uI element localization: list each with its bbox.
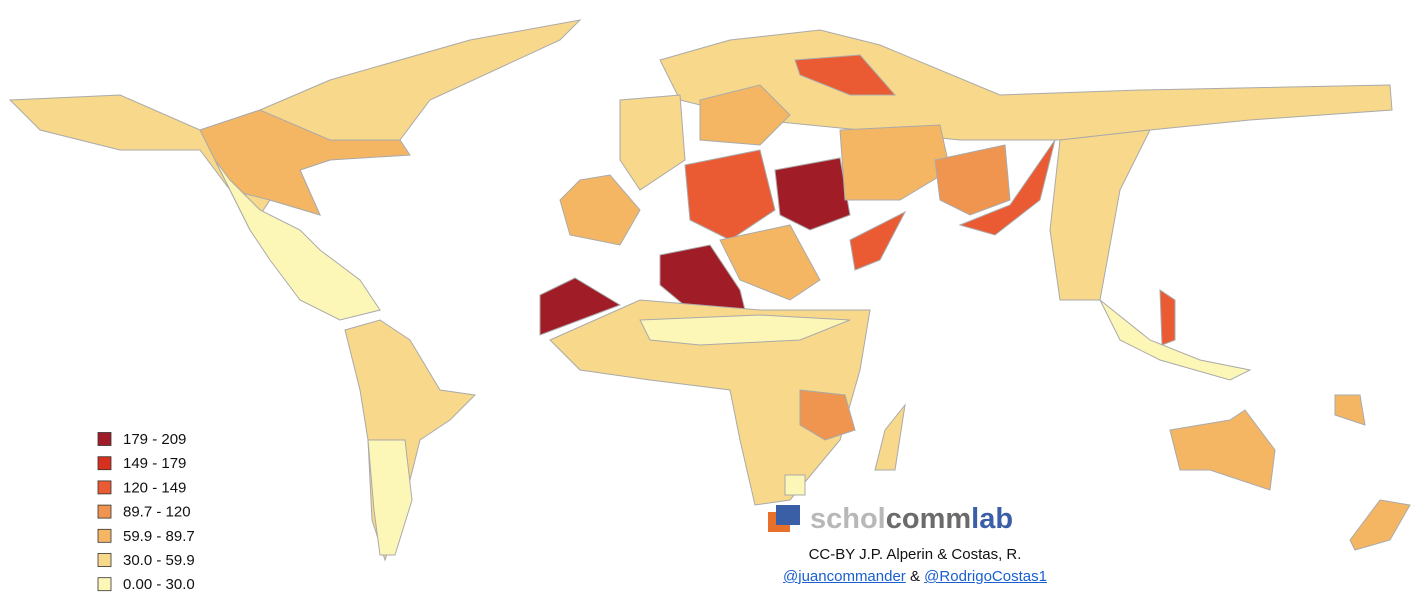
logo-part: comm	[886, 503, 971, 535]
legend-swatch	[97, 553, 112, 567]
logo-icon	[776, 505, 800, 525]
region	[874, 403, 906, 471]
region	[1169, 409, 1276, 491]
region	[934, 144, 1011, 216]
region	[774, 157, 851, 231]
region	[1099, 299, 1252, 381]
credit-text: CC-BY J.P. Alperin & Costas, R.	[808, 546, 1022, 563]
region	[719, 224, 821, 301]
region	[784, 474, 806, 496]
region	[1159, 289, 1176, 346]
logo-part: lab	[971, 503, 1013, 535]
region	[849, 210, 907, 271]
region	[1349, 499, 1411, 551]
region	[344, 319, 477, 562]
legend: 179 - 209 149 - 179 120 - 149 89.7 - 120 59.…	[97, 431, 195, 593]
region	[794, 54, 897, 96]
region	[839, 124, 951, 201]
link[interactable]: @juancommander	[783, 568, 906, 585]
legend-label: 30.0 - 59.9	[123, 552, 195, 569]
legend-label: 89.7 - 120	[123, 504, 191, 521]
cartogram	[8, 19, 1411, 562]
region	[619, 94, 686, 191]
legend-label: 179 - 209	[123, 431, 186, 448]
legend-swatch	[97, 577, 112, 592]
credit: CC-BY J.P. Alperin & Costas, R. @juancom…	[735, 544, 1095, 588]
region	[684, 149, 776, 241]
joiner: &	[909, 568, 920, 585]
legend-swatch	[97, 504, 112, 519]
logo: scholcommlab	[768, 503, 1013, 535]
legend-swatch	[97, 480, 112, 495]
legend-swatch	[97, 456, 112, 471]
region	[958, 139, 1056, 236]
legend-swatch	[97, 432, 112, 446]
region	[699, 84, 791, 146]
legend-label: 59.9 - 89.7	[123, 528, 195, 545]
region	[1334, 394, 1366, 426]
region	[639, 314, 851, 346]
legend-label: 149 - 179	[123, 455, 186, 472]
region	[367, 439, 413, 556]
region	[549, 299, 871, 506]
legend-label: 0.00 - 30.0	[123, 576, 195, 593]
link[interactable]: @RodrigoCostas1	[924, 568, 1047, 585]
region	[214, 159, 381, 321]
links: @juancommander & @RodrigoCostas1	[735, 566, 1095, 588]
legend-swatch	[97, 528, 112, 543]
region	[799, 389, 856, 441]
logo-part: schol	[810, 503, 886, 535]
region	[1049, 129, 1151, 301]
legend-label: 120 - 149	[123, 479, 186, 496]
region	[559, 174, 641, 246]
region	[539, 277, 622, 336]
logo-text: scholcommlab	[810, 503, 1013, 535]
